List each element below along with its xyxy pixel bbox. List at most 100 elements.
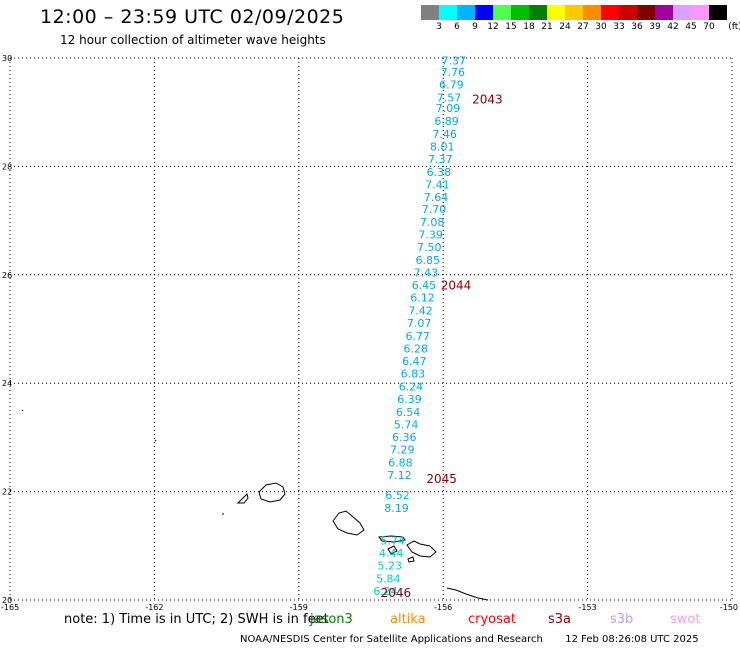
satellite-swot: swot (670, 612, 701, 627)
lat-tick-label: 20 (2, 596, 12, 605)
legend-swatch (637, 5, 655, 20)
legend-swatch (421, 5, 439, 20)
satellite-s3b: s3b (610, 612, 634, 627)
legend-label: 45 (685, 22, 697, 32)
credit-text: NOAA/NESDIS Center for Satellite Applica… (240, 634, 543, 645)
wave-height-value: 8.01 (430, 140, 455, 153)
legend-swatch (691, 5, 709, 20)
legend-label: 15 (505, 22, 517, 32)
legend-label: 33 (613, 22, 625, 32)
satellite-cryosat: cryosat (468, 612, 516, 627)
wave-height-value: 5.84 (376, 572, 401, 585)
legend-label: 6 (454, 22, 460, 32)
island-oahu (332, 510, 365, 536)
legend-label: 21 (541, 22, 553, 32)
wave-height-value: 6.38 (427, 166, 452, 179)
wave-height-value: 6.47 (402, 355, 427, 368)
island-lanai (387, 545, 398, 555)
legend-label: 30 (595, 22, 607, 32)
legend-swatch (493, 5, 511, 20)
wave-height-value: 6.54 (396, 406, 421, 419)
legend-swatch (547, 5, 565, 20)
satellite-altika: altika (390, 612, 426, 627)
orbit-number: 2043 (472, 93, 503, 107)
wave-height-value: 7.29 (390, 443, 415, 456)
orbit-number: 2046 (381, 586, 412, 600)
wave-height-value: 6.24 (399, 380, 424, 393)
island-kahoolawe (407, 556, 415, 563)
legend-label: 3 (436, 22, 442, 32)
legend-label: 42 (667, 22, 679, 32)
legend-swatch (655, 5, 673, 20)
wave-height-value: 6.39 (397, 393, 422, 406)
island-niihau (236, 493, 249, 504)
wave-height-value: 7.37 (428, 153, 453, 166)
wave-height-value: 7.42 (408, 305, 433, 318)
legend-swatch (565, 5, 583, 20)
wave-height-value: 7.08 (420, 216, 445, 229)
wave-height-value: 6.79 (439, 79, 464, 92)
lat-tick-label: 26 (2, 271, 12, 280)
lat-tick-label: 30 (2, 54, 12, 63)
legend-label: 27 (577, 22, 589, 32)
legend-swatch (709, 5, 727, 20)
wave-height-value: 7.12 (387, 469, 412, 482)
wave-height-value: 6.77 (405, 330, 430, 343)
footer-credit: NOAA/NESDIS Center for Satellite Applica… (240, 634, 699, 645)
axis-tick-labels: -165 -162 -159 -156 -153 -150 30 28 26 24 22 20 (1, 54, 738, 612)
island-molokai (378, 535, 406, 543)
legend-label: 9 (472, 22, 478, 32)
legend-swatch (583, 5, 601, 20)
legend-label: 39 (649, 22, 661, 32)
wave-height-value: 7.50 (417, 241, 442, 254)
hawaiian-islands (21, 409, 489, 601)
satellite-jason3: jason3 (310, 612, 353, 627)
island-kauai (258, 482, 286, 503)
wave-height-value: 6.85 (416, 254, 441, 267)
legend-swatch (511, 5, 529, 20)
lon-tick-label: -162 (145, 603, 163, 612)
lat-tick-label: 28 (2, 162, 12, 171)
islet-nihoa (154, 439, 157, 442)
lon-tick-label: -153 (579, 603, 597, 612)
footer-note: note: 1) Time is in UTC; 2) SWH is in fe… (64, 612, 329, 627)
wave-height-value: 7.46 (432, 128, 457, 141)
legend-swatch (529, 5, 547, 20)
legend-label: 36 (631, 22, 643, 32)
wave-height-value: 7.70 (422, 203, 447, 216)
legend-unit: (ft) (728, 22, 740, 32)
wave-height-value: 7.41 (425, 178, 450, 191)
wave-height-value: 8.19 (384, 502, 409, 515)
wave-height-value: 6.52 (385, 489, 410, 502)
map-grid (9, 57, 733, 601)
wave-height-value: 6.12 (410, 292, 435, 305)
legend-label: 18 (523, 22, 535, 32)
legend-label: 70 (703, 22, 715, 32)
lat-tick-label: 24 (2, 379, 12, 388)
legend-swatch (601, 5, 619, 20)
wave-height-value: 7.09 (436, 102, 461, 115)
wave-height-value: 7.07 (407, 317, 432, 330)
legend-swatch (673, 5, 691, 20)
wave-height-value: 6.24 (373, 585, 398, 598)
legend-swatch (439, 5, 457, 20)
satellite-s3a: s3a (548, 612, 572, 627)
wave-height-value: 5.23 (378, 559, 403, 572)
orbit-labels: 2043 2044 2045 2046 (381, 93, 503, 600)
timestamp: 12 Feb 08:26:08 UTC 2025 (565, 634, 699, 645)
map-title: 12:00 – 23:59 UTC 02/09/2025 (40, 6, 345, 28)
island-maui (406, 540, 437, 558)
wave-height-value: 7.37 (442, 55, 467, 68)
legend-swatch (619, 5, 637, 20)
lon-tick-label: -156 (434, 603, 452, 612)
orbit-number: 2044 (441, 279, 472, 293)
orbit-number: 2045 (426, 472, 457, 486)
legend-label: 24 (559, 22, 571, 32)
wave-height-value: 6.83 (401, 367, 426, 380)
lon-tick-label: -165 (1, 603, 19, 612)
wave-height-value: 6.89 (434, 115, 459, 128)
wave-height-value: 4.44 (379, 547, 404, 560)
wave-height-value: 6.28 (404, 343, 429, 356)
wave-height-value: 7.64 (424, 191, 449, 204)
